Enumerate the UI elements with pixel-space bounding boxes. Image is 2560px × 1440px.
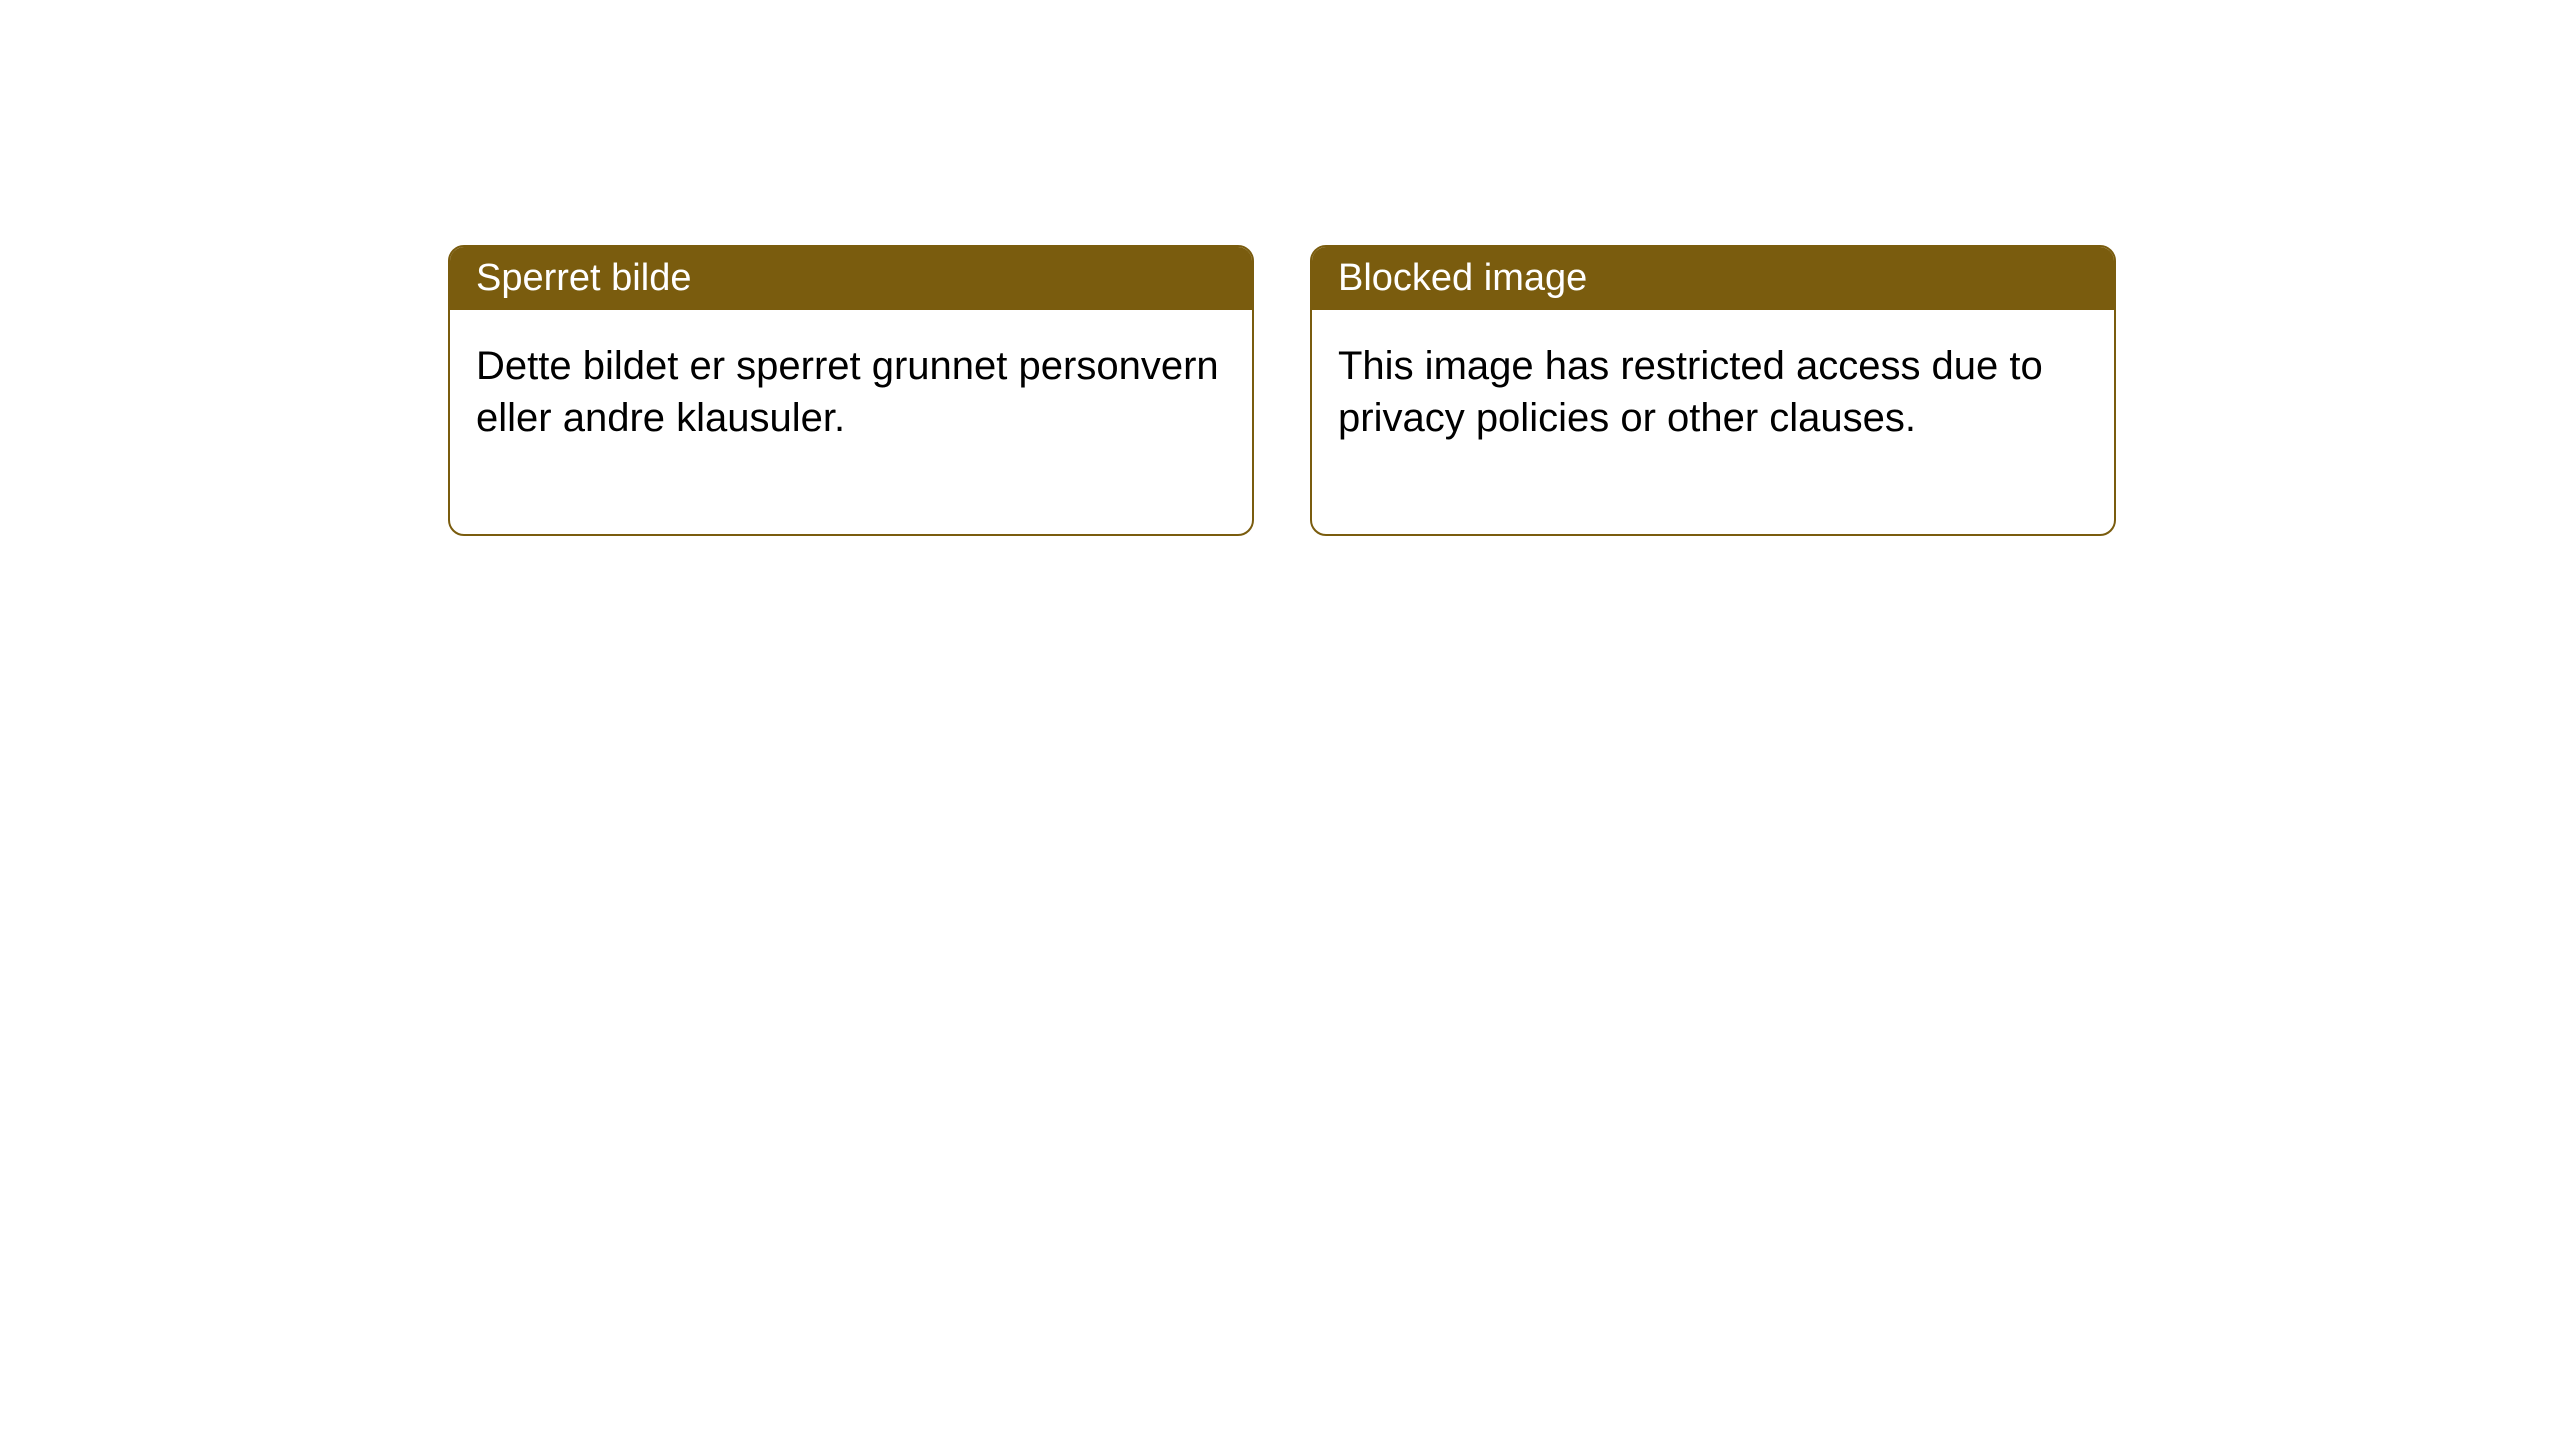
notice-card-body-english: This image has restricted access due to …	[1312, 310, 2114, 534]
notice-card-title-norwegian: Sperret bilde	[450, 247, 1252, 310]
notice-card-body-norwegian: Dette bildet er sperret grunnet personve…	[450, 310, 1252, 534]
notice-card-title-english: Blocked image	[1312, 247, 2114, 310]
notice-card-norwegian: Sperret bilde Dette bildet er sperret gr…	[448, 245, 1254, 536]
notice-card-english: Blocked image This image has restricted …	[1310, 245, 2116, 536]
notice-cards-row: Sperret bilde Dette bildet er sperret gr…	[0, 0, 2560, 536]
